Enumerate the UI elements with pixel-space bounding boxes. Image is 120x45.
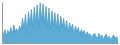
y-axis xyxy=(2,3,3,44)
y-axis-line xyxy=(2,3,3,44)
x-axis-line xyxy=(3,43,119,44)
marks xyxy=(2,3,118,43)
chart xyxy=(0,0,120,45)
line xyxy=(2,3,118,40)
x-axis xyxy=(3,43,119,44)
plot xyxy=(2,3,119,44)
area xyxy=(2,3,118,43)
